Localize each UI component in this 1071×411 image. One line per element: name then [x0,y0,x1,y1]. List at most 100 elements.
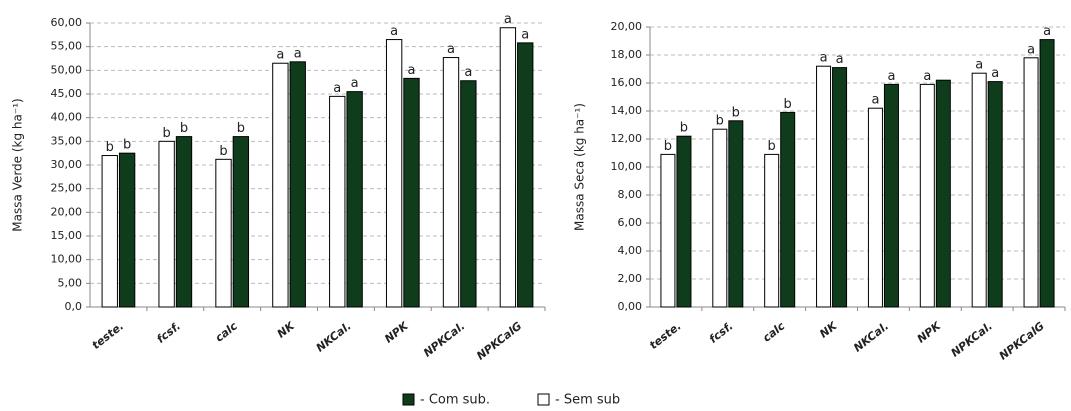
significance-letter: a [975,58,983,73]
significance-letter: b [237,121,245,136]
significance-letter: b [732,105,740,120]
y-tick-label: 10,00 [611,160,643,173]
bar [460,80,477,308]
x-tick-label: teste. [647,319,684,352]
bar [1023,57,1039,308]
significance-letter: a [464,65,472,80]
x-tick-label: calc [760,319,787,344]
significance-letter: b [163,126,171,141]
y-tick-label: 15,00 [51,229,83,242]
bar [232,136,250,308]
y-tick-label: 14,00 [611,104,643,117]
x-tick-label: NPK [382,319,411,346]
significance-letter: a [294,46,302,61]
y-tick-label: 6,00 [618,216,643,229]
significance-letter: a [390,24,398,39]
significance-letter: a [836,52,844,67]
y-tick-label: 20,00 [611,20,643,33]
y-tick-label: 60,00 [51,16,83,29]
y-tick-label: 20,00 [51,205,83,218]
bar [289,61,306,308]
significance-letter: b [106,140,114,155]
bar [346,91,363,308]
significance-letter: a [1043,24,1051,39]
legend-swatch [402,393,415,406]
significance-letter: b [664,139,672,154]
y-tick-label: 35,00 [51,134,83,147]
significance-letter: a [871,93,879,108]
x-tick-label: NKCal. [851,319,891,354]
bar [816,65,832,308]
x-tick-label: fcsf. [154,319,183,345]
y-tick-label: 50,00 [51,63,83,76]
bar [676,135,692,308]
y-tick-label: 18,00 [611,48,643,61]
significance-letter: b [123,138,131,153]
bar [883,83,899,308]
bar [175,136,193,308]
significance-letter: a [923,69,931,84]
significance-letter: a [447,42,455,57]
y-tick-label: 30,00 [51,158,83,171]
y-tick-label: 5,00 [58,276,83,289]
bar [101,155,118,308]
bar [118,152,136,308]
significance-letter: a [504,12,512,27]
significance-letter: b [680,121,688,136]
significance-letter: b [784,97,792,112]
x-tick-label: NPK [915,319,944,346]
legend-swatch [537,393,550,406]
bar [272,62,289,308]
y-tick-label: 10,00 [51,253,83,266]
y-tick-label: 25,00 [51,182,83,195]
x-tick-label: NK [275,319,298,341]
y-axis-label: Massa Seca (kg ha⁻¹) [573,103,587,231]
y-tick-label: 40,00 [51,111,83,124]
legend-label: - Com sub. [420,393,490,408]
bar [499,27,517,308]
y-tick-label: 45,00 [51,87,83,100]
y-tick-label: 16,00 [611,76,643,89]
significance-letter: a [1027,42,1035,57]
significance-letter: a [408,63,416,78]
bar [867,107,883,308]
significance-letter: b [716,114,724,129]
significance-letter: a [276,48,284,63]
bar [728,120,744,308]
x-tick-label: teste. [90,319,127,352]
significance-letter: a [521,27,529,42]
significance-letter: a [991,66,999,81]
y-tick-label: 8,00 [618,188,643,201]
x-tick-label: NPKCal. [949,319,995,359]
y-tick-label: 0,0 [65,300,83,313]
significance-letter: a [820,51,828,66]
bar [712,128,728,308]
x-tick-label: NPKCal. [421,319,467,359]
y-tick-label: 2,00 [618,272,643,285]
x-tick-label: NK [817,319,840,341]
y-tick-label: 4,00 [618,244,643,257]
y-tick-label: 55,00 [51,40,83,53]
bar [385,39,403,308]
bar [329,95,346,308]
bar [442,57,460,308]
legend-label: - Sem sub [555,393,620,408]
y-tick-label: 12,00 [611,132,643,145]
bar [919,83,935,308]
bar [1039,39,1055,308]
x-tick-label: NPKCalG [997,319,1047,362]
bar [764,153,780,308]
bar [832,67,848,308]
significance-letter: b [219,144,227,159]
bar [158,140,175,308]
bar [971,72,987,308]
bar [987,81,1003,308]
bar [660,153,676,308]
x-tick-label: NPKCalG [474,319,524,362]
significance-letter: b [180,121,188,136]
bar [215,158,232,308]
significance-letter: a [333,81,341,96]
significance-letter: a [351,76,359,91]
